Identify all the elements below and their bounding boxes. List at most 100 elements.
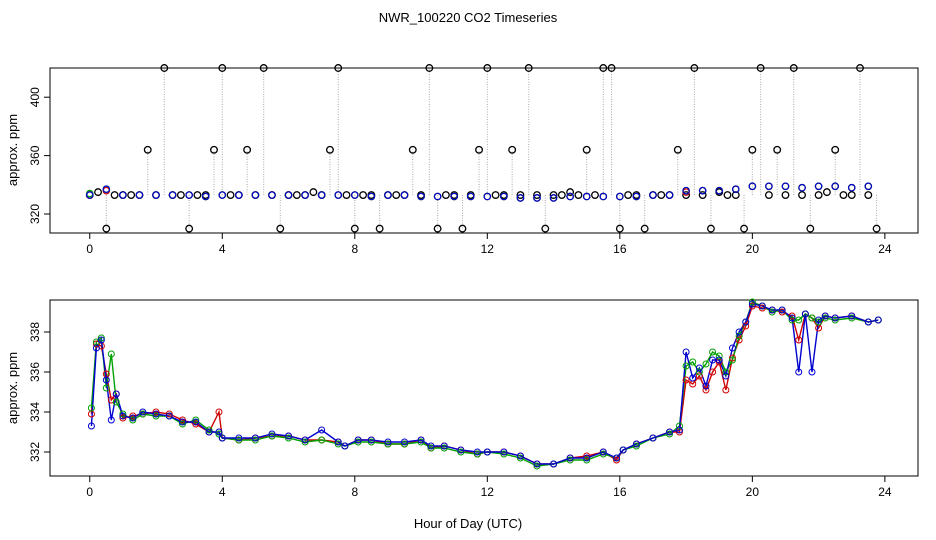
raw-sample-point — [582, 145, 591, 154]
series-point-2 — [235, 436, 243, 444]
raw-sample-point — [433, 224, 442, 233]
series-point-3 — [874, 316, 882, 324]
series-point-2 — [192, 416, 200, 424]
raw-sample-point — [491, 191, 500, 199]
series-point-3 — [768, 306, 776, 314]
measurement-point-3 — [317, 191, 326, 199]
raw-sample-point — [549, 191, 558, 199]
x-tick-label: 8 — [351, 485, 358, 499]
raw-sample-point — [690, 64, 699, 72]
series-point-3 — [318, 426, 326, 434]
raw-sample-point — [143, 145, 152, 154]
series-point-2 — [682, 362, 690, 370]
measurement-point-3 — [251, 191, 260, 199]
series-point-2 — [709, 348, 717, 356]
series-point-3 — [748, 300, 756, 308]
y-tick-label: 334 — [28, 402, 42, 422]
raw-sample-point — [359, 191, 368, 199]
series-point-3 — [97, 336, 105, 344]
measurement-point-3 — [135, 191, 144, 199]
raw-sample-point — [185, 224, 194, 233]
raw-sample-point — [458, 224, 467, 233]
measurement-point-3 — [450, 192, 458, 201]
x-tick-label: 24 — [878, 485, 892, 499]
raw-sample-point — [806, 224, 815, 233]
raw-sample-point — [798, 191, 806, 199]
series-point-2 — [795, 316, 803, 324]
series-point-3 — [215, 428, 223, 436]
series-point-3 — [354, 436, 362, 444]
series-point-2 — [318, 436, 326, 444]
raw-sample-point — [475, 145, 483, 154]
measurement-point-3 — [466, 192, 475, 201]
series-point-3 — [341, 442, 349, 450]
series-point-3 — [722, 372, 730, 380]
series-point-3 — [165, 412, 173, 420]
series-point-3 — [112, 390, 120, 398]
series-point-3 — [129, 414, 137, 422]
raw-sample-point — [243, 145, 252, 154]
raw-sample-point — [607, 64, 616, 72]
series-point-3 — [301, 436, 309, 444]
series-point-3 — [251, 434, 259, 442]
raw-sample-point — [210, 145, 218, 154]
measurement-point-3 — [698, 186, 707, 195]
series-point-1 — [129, 412, 137, 420]
measurement-point-3 — [384, 191, 392, 199]
raw-sample-point — [226, 191, 235, 199]
raw-sample-point — [615, 224, 624, 233]
measurement-point-3 — [847, 183, 856, 192]
series-point-2 — [473, 450, 481, 458]
measurement-point-3 — [632, 192, 641, 201]
series-line-3 — [90, 303, 879, 465]
series-point-1 — [748, 302, 756, 310]
series-point-1 — [179, 416, 187, 424]
series-point-2 — [251, 436, 259, 444]
series-point-2 — [97, 334, 105, 342]
series-point-3 — [689, 374, 697, 382]
raw-sample-point — [94, 188, 102, 197]
raw-sample-point — [566, 188, 575, 197]
raw-sample-point — [723, 191, 732, 199]
series-point-2 — [516, 454, 524, 462]
measurement-point-3 — [301, 191, 309, 199]
raw-sample-point — [574, 191, 583, 199]
series-point-3 — [702, 382, 710, 390]
series-point-3 — [666, 428, 674, 436]
raw-sample-point — [110, 191, 119, 199]
measurement-point-3 — [102, 185, 111, 193]
measurement-point-3 — [400, 191, 409, 199]
measurement-point-3 — [350, 191, 359, 199]
raw-sample-point — [127, 191, 136, 199]
series-point-3 — [285, 432, 293, 440]
raw-sample-point — [508, 145, 517, 154]
measurement-point-3 — [533, 194, 541, 202]
series-point-3 — [583, 454, 591, 462]
measurement-point-3 — [566, 192, 574, 201]
measurement-point-3 — [682, 186, 690, 195]
measurement-point-3 — [814, 182, 823, 191]
raw-sample-point — [193, 191, 202, 199]
raw-sample-point — [292, 191, 301, 199]
x-tick-label: 12 — [481, 485, 495, 499]
series-point-2 — [689, 358, 697, 366]
series-point-3 — [566, 454, 574, 462]
series-point-2 — [735, 332, 743, 340]
series-point-3 — [119, 412, 127, 420]
series-point-3 — [801, 310, 809, 318]
measurement-point-3 — [168, 191, 177, 199]
raw-sample-point — [698, 191, 707, 199]
raw-sample-point — [872, 224, 881, 233]
series-point-1 — [192, 420, 200, 428]
y-tick-label: 400 — [28, 87, 42, 107]
raw-sample-point — [756, 64, 765, 72]
series-point-1 — [695, 372, 703, 380]
series-point-3 — [533, 460, 541, 468]
series-point-1 — [735, 336, 743, 344]
series-point-2 — [583, 456, 591, 464]
series-point-1 — [583, 452, 591, 460]
raw-sample-point — [748, 145, 757, 154]
series-point-2 — [179, 420, 187, 428]
raw-sample-point — [599, 64, 608, 72]
measurement-point-3 — [864, 182, 873, 191]
